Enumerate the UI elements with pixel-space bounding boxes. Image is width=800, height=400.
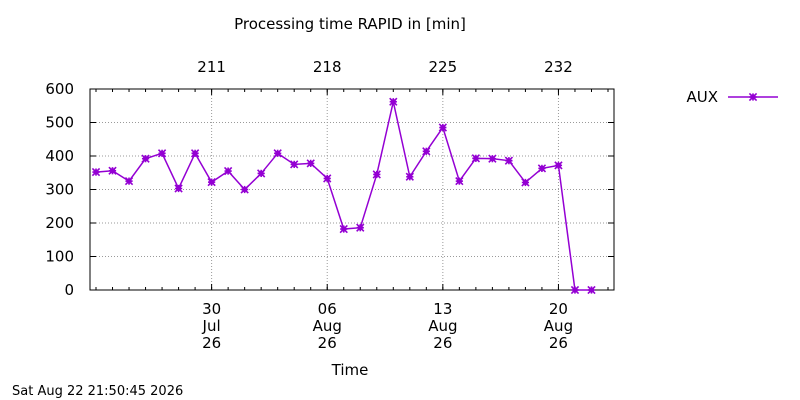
data-point xyxy=(141,154,150,163)
y-tick-label: 300 xyxy=(45,181,74,199)
x-tick-label-month: Aug xyxy=(313,317,342,335)
y-tick-label: 400 xyxy=(45,147,74,165)
y-tick-label: 0 xyxy=(64,281,74,299)
data-point xyxy=(108,166,117,175)
data-point xyxy=(570,285,580,295)
data-point xyxy=(157,149,167,158)
data-point xyxy=(438,123,448,132)
x-tick-label-day: 20 xyxy=(549,300,568,318)
data-point xyxy=(207,177,216,187)
data-point xyxy=(124,176,134,186)
data-point xyxy=(339,224,348,234)
data-point xyxy=(223,166,233,176)
chart-title: Processing time RAPID in [min] xyxy=(234,15,466,33)
x-tick-label-month: Jul xyxy=(202,317,221,335)
x2-tick-label: 232 xyxy=(544,58,573,76)
x-tick-label-year: 26 xyxy=(433,334,452,352)
data-point xyxy=(422,147,431,156)
x-tick-label-year: 26 xyxy=(202,334,221,352)
grid-lines xyxy=(90,89,614,290)
x-axis-label: Time xyxy=(331,361,369,379)
data-point xyxy=(372,170,381,179)
y-tick-label: 100 xyxy=(45,248,74,266)
series-line xyxy=(95,101,592,291)
data-point xyxy=(521,178,530,187)
data-point xyxy=(488,154,497,163)
data-point xyxy=(405,172,414,181)
footer-timestamp: Sat Aug 22 21:50:45 2026 xyxy=(12,384,183,399)
x2-tick-label: 211 xyxy=(197,58,226,76)
y-axis-ticks: 0 100 200 300 400 500 600 xyxy=(45,80,614,299)
data-point xyxy=(290,160,299,169)
series-aux xyxy=(91,97,596,295)
data-point xyxy=(240,185,249,194)
data-point xyxy=(323,174,332,183)
x-tick-label-year: 26 xyxy=(549,334,568,352)
data-point xyxy=(306,159,315,168)
y-tick-label: 500 xyxy=(45,114,74,132)
x2-tick-label: 218 xyxy=(313,58,342,76)
y-tick-label: 600 xyxy=(45,80,74,98)
legend-marker xyxy=(748,92,758,102)
data-point xyxy=(389,97,398,106)
x-tick-label-month: Aug xyxy=(544,317,573,335)
data-point xyxy=(471,154,481,163)
data-point xyxy=(273,149,282,158)
data-point xyxy=(587,285,596,295)
data-point xyxy=(190,149,200,158)
data-point xyxy=(356,223,365,232)
legend-label: AUX xyxy=(686,88,718,106)
data-point xyxy=(504,156,514,165)
x-tick-label-day: 30 xyxy=(202,300,221,318)
data-point xyxy=(174,184,183,193)
legend: AUX xyxy=(686,88,778,106)
x2-tick-label: 225 xyxy=(429,58,458,76)
y-tick-label: 200 xyxy=(45,214,74,232)
data-point xyxy=(91,167,101,177)
data-point xyxy=(554,161,563,170)
x-tick-label-day: 06 xyxy=(318,300,337,318)
x-tick-label-year: 26 xyxy=(318,334,337,352)
data-point xyxy=(537,164,547,173)
data-point xyxy=(256,169,266,178)
data-point xyxy=(455,176,464,186)
x-tick-label-day: 13 xyxy=(433,300,452,318)
x-tick-label-month: Aug xyxy=(428,317,457,335)
